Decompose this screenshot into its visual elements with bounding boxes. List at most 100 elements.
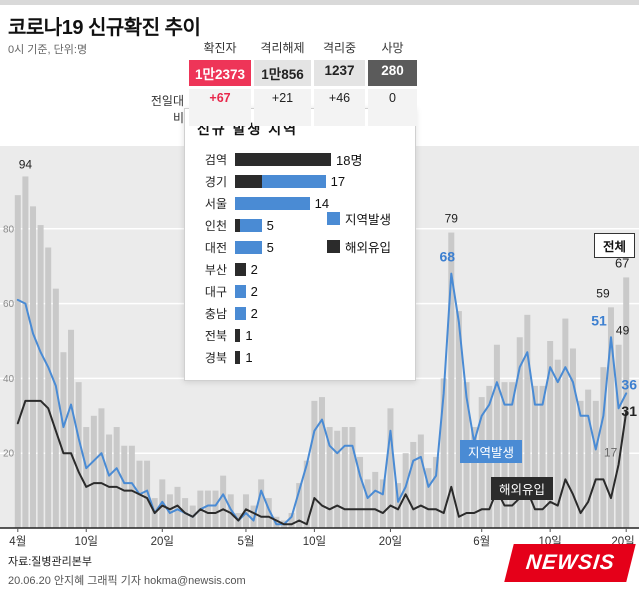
region-label: 대전 <box>204 240 227 255</box>
region-bar-segment-local <box>240 218 262 232</box>
stats-delta-label: 전일대비 <box>150 94 184 125</box>
region-row: 검역 18명 <box>197 148 403 170</box>
region-bar <box>235 350 241 364</box>
region-value: 1 <box>245 349 253 365</box>
footer: 자료:질병관리본부 20.06.20 안지혜 그래픽 기자 hokma@news… <box>8 553 246 588</box>
svg-text:20일: 20일 <box>151 534 174 548</box>
page-title: 코로나19 신규확진 추이 <box>8 17 201 39</box>
region-label: 서울 <box>204 196 227 211</box>
svg-text:17: 17 <box>604 445 618 459</box>
series-label-imported: 해외유입 <box>491 477 554 500</box>
region-row: 서울 14 <box>197 192 403 214</box>
legend-label: 해외유입 <box>345 241 392 255</box>
svg-text:79: 79 <box>445 212 459 226</box>
region-value: 18명 <box>336 152 363 168</box>
region-bar-segment-imported <box>235 174 262 188</box>
region-bar-segment-imported <box>235 152 331 166</box>
svg-text:94: 94 <box>19 157 33 171</box>
region-value: 5 <box>266 239 274 255</box>
region-row: 경북 1 <box>197 346 403 368</box>
legend-swatch <box>327 212 340 225</box>
svg-text:20: 20 <box>3 449 15 460</box>
series-label-local: 지역발생 <box>460 440 523 463</box>
region-breakdown-panel: 신규 발생 지역 검역 18명 경기 17 서울 14 인천 5 대전 5 부산 2 대구 2 충남 2 전북 1… <box>184 108 416 381</box>
stats-delta-released: +21 <box>254 89 311 126</box>
legend-item: 지역발생 <box>327 209 391 228</box>
region-bar-segment-imported <box>235 218 241 232</box>
svg-text:49: 49 <box>616 324 630 338</box>
svg-text:59: 59 <box>596 286 610 300</box>
region-label: 경기 <box>204 174 227 189</box>
region-value: 2 <box>250 261 258 277</box>
region-row: 충남 2 <box>197 302 403 324</box>
page-subtitle: 0시 기준, 단위:명 <box>8 44 88 56</box>
svg-text:51: 51 <box>591 312 607 328</box>
stats-delta-confirmed: +67 <box>189 89 251 126</box>
region-row: 경기 17 <box>197 170 403 192</box>
svg-text:80: 80 <box>3 224 15 235</box>
region-label: 대구 <box>204 284 227 299</box>
region-bar <box>235 174 326 188</box>
top-divider-bar <box>0 0 639 5</box>
stats-value-spacer <box>142 60 186 86</box>
region-label: 경북 <box>204 350 227 365</box>
region-label: 검역 <box>204 152 227 167</box>
region-bar-segment-imported <box>235 350 241 364</box>
region-value: 14 <box>314 195 330 211</box>
svg-text:4월: 4월 <box>9 535 26 548</box>
stats-header-spacer <box>142 38 186 57</box>
region-label: 전북 <box>204 328 227 343</box>
region-value: 1 <box>245 327 253 343</box>
svg-text:67: 67 <box>615 255 629 270</box>
stats-col-released: 격리해제 <box>260 41 305 55</box>
region-bar <box>235 240 262 254</box>
region-bar-segment-local <box>235 306 246 320</box>
region-bar <box>235 262 246 276</box>
stats-col-confirmed: 확진자 <box>203 41 237 55</box>
region-row: 대전 5 <box>197 236 403 258</box>
region-bar-segment-local <box>261 174 326 188</box>
region-bar-segment-local <box>235 284 246 298</box>
stats-value-deaths: 280 <box>368 60 417 86</box>
region-row: 부산 2 <box>197 258 403 280</box>
region-row: 대구 2 <box>197 280 403 302</box>
region-bar <box>235 284 246 298</box>
summary-stats-table: 확진자 격리해제 격리중 사망 1만2373 1만856 1237 280 전일… <box>142 38 417 126</box>
region-bar-segment-imported <box>235 328 241 342</box>
region-value: 2 <box>250 305 258 321</box>
stats-delta-deaths: 0 <box>368 89 417 126</box>
svg-text:10일: 10일 <box>303 534 326 548</box>
svg-text:68: 68 <box>439 249 455 265</box>
region-value: 17 <box>330 173 346 189</box>
region-label: 인천 <box>204 218 227 233</box>
region-bar <box>235 196 310 210</box>
legend-swatch <box>327 240 340 253</box>
region-bar <box>235 152 331 166</box>
region-bar <box>235 328 241 342</box>
svg-text:36: 36 <box>621 376 637 392</box>
region-bar-segment-local <box>235 240 262 254</box>
legend-label: 지역발생 <box>345 213 392 227</box>
legend-item: 해외유입 <box>327 237 391 256</box>
stats-col-deaths: 사망 <box>381 41 404 55</box>
region-bar-segment-local <box>235 196 310 210</box>
stats-value-confirmed: 1만2373 <box>189 60 251 86</box>
data-source: 자료:질병관리본부 <box>8 556 93 568</box>
region-bar <box>235 306 246 320</box>
region-rows: 검역 18명 경기 17 서울 14 인천 5 대전 5 부산 2 대구 2 충남 2 전북 1 경북 1 <box>197 148 403 368</box>
region-row: 인천 5 <box>197 214 403 236</box>
stats-value-isolated: 1237 <box>314 60 365 86</box>
stats-delta-isolated: +46 <box>314 89 365 126</box>
region-bar-segment-imported <box>235 262 246 276</box>
svg-text:31: 31 <box>621 403 637 419</box>
svg-text:6월: 6월 <box>473 535 490 548</box>
svg-text:40: 40 <box>3 374 15 385</box>
stats-col-isolated: 격리중 <box>322 41 357 55</box>
region-value: 5 <box>266 217 274 233</box>
newsis-logo: NEWSIS <box>504 544 636 582</box>
svg-text:60: 60 <box>3 299 15 310</box>
credit-line: 20.06.20 안지혜 그래픽 기자 hokma@newsis.com <box>8 575 246 587</box>
svg-text:5월: 5월 <box>237 535 254 548</box>
stats-value-released: 1만856 <box>254 60 311 86</box>
